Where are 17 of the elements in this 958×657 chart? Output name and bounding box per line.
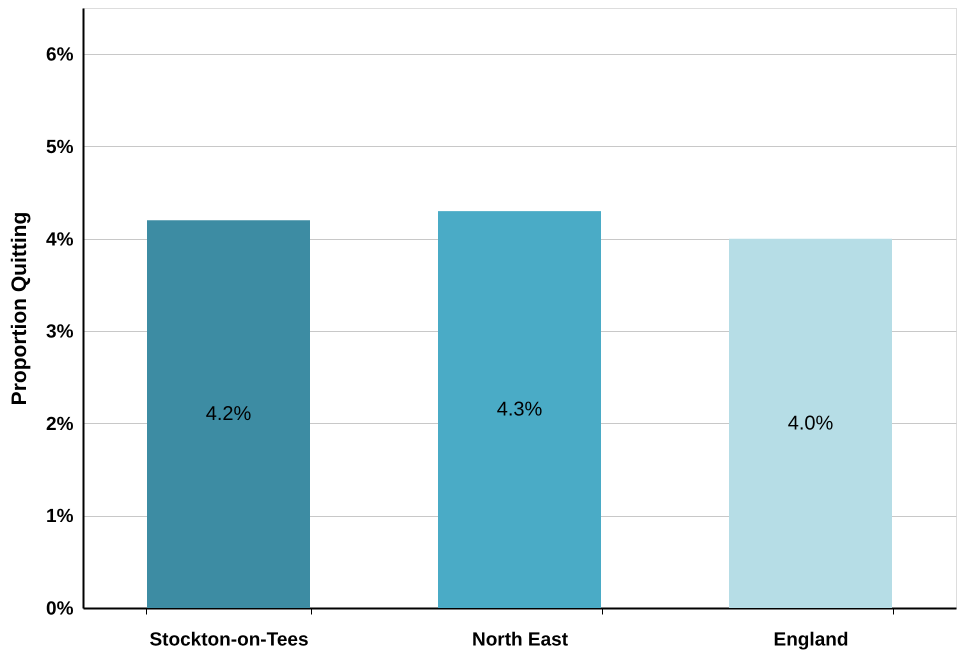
y-tick-label: 1% <box>46 506 74 528</box>
bar <box>729 238 892 608</box>
data-label: 4.0% <box>788 412 834 434</box>
y-tick-label: 2% <box>46 414 74 435</box>
data-label: 4.2% <box>206 403 252 426</box>
bar <box>147 220 310 608</box>
data-label: 4.3% <box>496 398 543 421</box>
y-tick-label: 6% <box>46 44 74 66</box>
x-tick-label: England <box>774 630 848 650</box>
x-tick-label: Stockton-on-Tees <box>149 630 309 650</box>
y-tick-label: 5% <box>46 136 74 158</box>
bar <box>438 211 601 608</box>
y-axis-title: Proportion Quitting <box>8 212 32 406</box>
x-tick-label: North East <box>472 630 569 650</box>
y-tick-label: 3% <box>46 322 74 343</box>
y-tick-label: 0% <box>46 598 74 620</box>
y-tick-label: 4% <box>46 229 74 250</box>
